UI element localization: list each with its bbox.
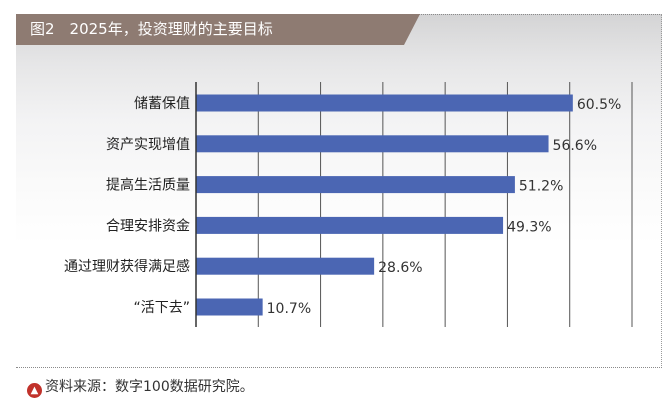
data-label: 49.3%: [507, 219, 551, 235]
category-label: 通过理财获得满足感: [64, 258, 190, 275]
bar: [196, 298, 263, 316]
category-label: 资产实现增值: [106, 137, 190, 153]
up-arrow-circle-icon: ▲: [27, 383, 42, 398]
category-label: 合理安排资金: [106, 218, 190, 234]
data-label: 56.6%: [553, 138, 597, 154]
bar: [196, 135, 549, 153]
panel-bottom-border: [16, 367, 662, 368]
category-label: “活下去”: [133, 300, 190, 316]
figure-title: 图2 2025年，投资理财的主要目标: [30, 20, 273, 38]
data-label: 51.2%: [519, 179, 563, 195]
source-text: 资料来源：数字100数据研究院。: [45, 379, 254, 395]
bar: [196, 94, 573, 112]
figure-title-bar: 图2 2025年，投资理财的主要目标: [16, 14, 420, 45]
bar: [196, 216, 504, 234]
bar: [196, 176, 515, 194]
source-note: ▲ 资料来源：数字100数据研究院。: [27, 375, 254, 399]
data-label: 10.7%: [267, 301, 311, 317]
data-label: 60.5%: [577, 97, 621, 113]
category-label: 储蓄保值: [134, 96, 190, 112]
category-label: 提高生活质量: [106, 177, 190, 194]
data-label: 28.6%: [378, 260, 422, 276]
bar: [196, 257, 375, 275]
panel-right-border: [661, 14, 662, 368]
